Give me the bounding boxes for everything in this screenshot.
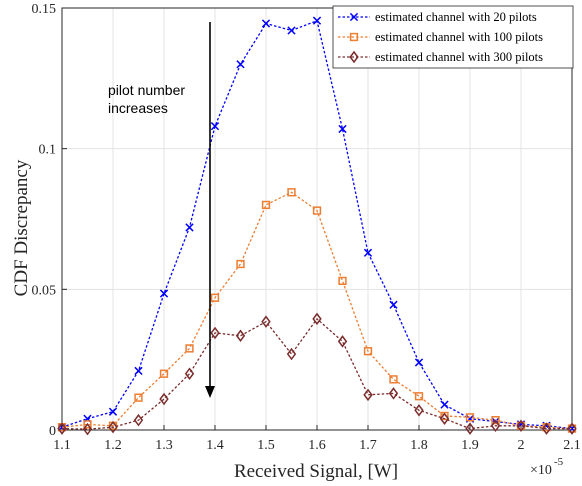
data-point (261, 315, 271, 328)
x-tick-label: 1.8 (410, 438, 428, 453)
y-tick-label: 0.15 (32, 2, 57, 17)
series-line (61, 191, 573, 430)
legend-label: estimated channel with 20 pilots (375, 10, 537, 24)
data-point (159, 369, 169, 378)
data-point (83, 420, 92, 429)
x-axis-label: Received Signal, [W] (234, 461, 398, 482)
x-tick-label: 2.1 (563, 438, 581, 453)
x-tick-label: 1.3 (155, 438, 173, 453)
data-point (287, 26, 296, 35)
legend-entry-2: estimated channel with 100 pilots (338, 30, 543, 44)
data-point (134, 366, 143, 376)
data-point (541, 422, 552, 435)
grid (61, 7, 573, 431)
legend-entry-1: estimated channel with 20 pilots (338, 10, 537, 24)
data-point (349, 50, 359, 64)
data-point (414, 392, 424, 401)
series-layer (57, 16, 577, 436)
data-point (363, 388, 373, 402)
data-point (440, 400, 449, 409)
y-tick-label: 0 (49, 424, 56, 439)
x-tick-label: 1.5 (257, 438, 275, 453)
legend-label: estimated channel with 300 pilots (375, 50, 543, 64)
axis-ticks: 1.1 1.2 1.3 1.4 1.5 1.6 1.7 1.8 1.9 2 2.1 0 0.05 0.1 0… (32, 2, 581, 453)
data-point (567, 422, 577, 435)
data-point (133, 413, 144, 427)
data-point (184, 367, 195, 380)
data-point (491, 416, 500, 425)
data-point (363, 347, 373, 356)
x-tick-label: 1.6 (308, 438, 326, 453)
annotation: pilot number increases (108, 22, 215, 398)
data-point (414, 358, 424, 367)
data-point (389, 375, 398, 384)
series-line (61, 317, 572, 430)
data-point (363, 248, 373, 257)
series-3 (57, 312, 577, 436)
data-point (108, 407, 118, 416)
annotation-line-2: increases (108, 100, 168, 116)
x-multiplier-exponent: -5 (554, 456, 564, 468)
data-point (159, 289, 169, 298)
data-point (236, 259, 245, 269)
legend: estimated channel with 20 pilots estimate… (332, 5, 574, 69)
data-point (312, 16, 322, 25)
y-axis-label: CDF Discrepancy (11, 159, 32, 296)
data-point (287, 188, 296, 197)
data-point (338, 276, 347, 286)
x-tick-label: 1.1 (53, 438, 71, 453)
legend-entry-3: estimated channel with 300 pilots (338, 50, 543, 64)
y-tick-label: 0.05 (32, 283, 57, 298)
data-point (490, 419, 501, 433)
legend-box (332, 5, 574, 69)
data-point (389, 300, 398, 309)
data-point (235, 329, 246, 343)
data-point (159, 392, 169, 406)
data-point (134, 393, 143, 402)
data-point (108, 420, 118, 434)
y-tick-label: 0.1 (39, 143, 57, 158)
annotation-arrow-head (205, 386, 215, 398)
data-point (349, 32, 359, 42)
x-axis-multiplier: ×10 -5 (530, 456, 564, 478)
x-tick-label: 1.2 (104, 438, 122, 453)
data-point (185, 344, 194, 353)
data-point (185, 223, 194, 232)
annotation-line-1: pilot number (108, 82, 185, 98)
data-point (388, 387, 399, 400)
legend-label: estimated channel with 100 pilots (375, 30, 543, 44)
data-point (516, 419, 526, 433)
x-tick-label: 1.4 (206, 438, 224, 453)
data-point (210, 122, 220, 131)
data-point (236, 60, 245, 69)
data-point (465, 422, 475, 435)
x-tick-label: 1.7 (359, 438, 377, 453)
data-point (57, 422, 67, 435)
data-point (312, 312, 322, 326)
data-point (210, 293, 220, 302)
x-tick-label: 1.9 (461, 438, 479, 453)
x-multiplier-base: ×10 (530, 463, 552, 478)
data-point (82, 422, 93, 436)
data-point (465, 413, 475, 422)
data-point (337, 335, 348, 348)
data-point (210, 326, 220, 340)
series-2 (57, 188, 577, 433)
data-point (261, 19, 271, 28)
data-point (349, 12, 359, 22)
data-point (439, 412, 450, 425)
x-tick-label: 2 (518, 438, 525, 453)
data-point (312, 206, 322, 215)
data-point (286, 347, 297, 361)
data-point (414, 404, 424, 417)
data-point (338, 124, 347, 134)
data-point (261, 200, 271, 210)
